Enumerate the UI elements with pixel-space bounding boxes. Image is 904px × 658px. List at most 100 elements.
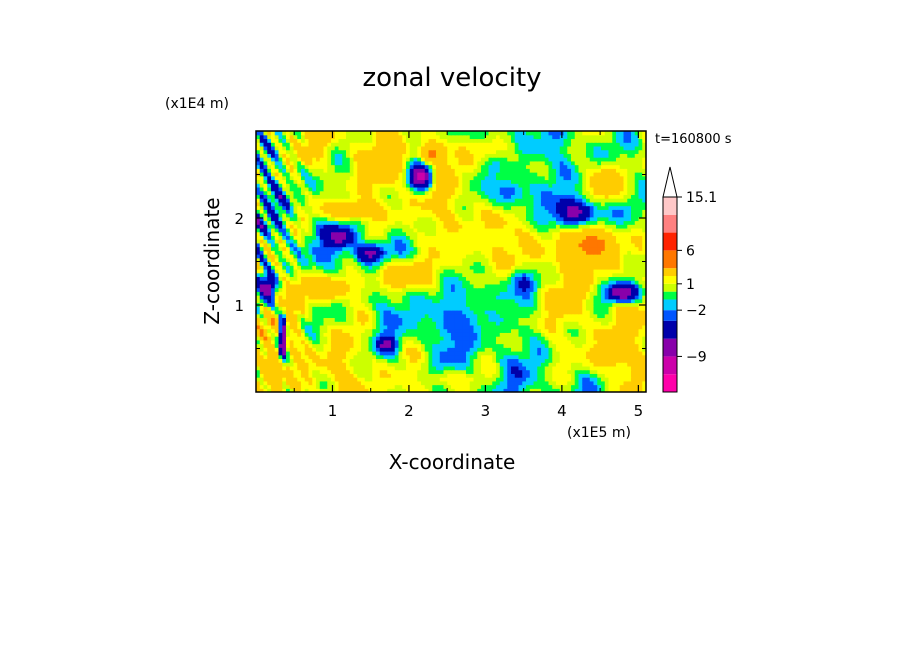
heatmap-cell (338, 216, 343, 222)
heatmap-cell (353, 362, 358, 367)
heatmap-cell (368, 224, 373, 229)
heatmap-cell (338, 254, 343, 259)
heatmap-cell (364, 213, 370, 218)
heatmap-cell (413, 339, 418, 345)
heatmap-cell (342, 235, 347, 240)
heatmap-cell (563, 227, 568, 233)
heatmap-cell (274, 347, 280, 352)
heatmap-cell (271, 287, 276, 292)
heatmap-cell (387, 302, 392, 307)
heatmap-cell (428, 268, 433, 274)
heatmap-cell (601, 268, 606, 274)
heatmap-cell (379, 377, 385, 382)
heatmap-cell (428, 254, 433, 259)
heatmap-cell (293, 239, 298, 244)
heatmap-cell (286, 388, 291, 392)
heatmap-cell (526, 332, 531, 337)
heatmap-cell (604, 261, 610, 266)
heatmap-cell (304, 354, 310, 360)
heatmap-cell (316, 336, 321, 341)
heatmap-cell (541, 261, 546, 266)
heatmap-cell (439, 283, 445, 289)
heatmap-cell (593, 343, 598, 348)
heatmap-cell (634, 227, 640, 233)
heatmap-cell (469, 250, 475, 255)
heatmap-cell (601, 332, 606, 337)
heatmap-cell (259, 350, 265, 356)
heatmap-cell (631, 220, 636, 225)
heatmap-cell (548, 224, 553, 229)
heatmap-cell (593, 272, 598, 278)
heatmap-cell (301, 358, 306, 363)
heatmap-cell (331, 302, 336, 307)
heatmap-cell (376, 306, 381, 311)
heatmap-cell (481, 302, 486, 307)
heatmap-cell (627, 291, 632, 296)
heatmap-cell (586, 380, 591, 386)
heatmap-cell (331, 328, 336, 333)
heatmap-cell (616, 339, 621, 345)
heatmap-cell (642, 261, 646, 266)
heatmap-cell (293, 388, 298, 392)
heatmap-cell (327, 306, 332, 311)
heatmap-cell (631, 261, 636, 266)
heatmap-cell (316, 216, 321, 222)
heatmap-cell (391, 280, 396, 285)
heatmap-cell (496, 306, 501, 311)
heatmap-cell (346, 295, 351, 300)
heatmap-cell (259, 268, 265, 274)
heatmap-cell (608, 265, 613, 270)
heatmap-cell (503, 283, 508, 289)
heatmap-cell (274, 272, 280, 278)
heatmap-cell (387, 291, 392, 296)
heatmap-cell (571, 369, 576, 374)
heatmap-cell (466, 287, 471, 292)
heatmap-cell (256, 343, 261, 348)
heatmap-cell (293, 369, 298, 374)
heatmap-cell (492, 380, 497, 386)
heatmap-cell (308, 365, 313, 371)
heatmap-cell (301, 239, 306, 244)
heatmap-cell (263, 373, 268, 378)
heatmap-cell (368, 324, 373, 330)
heatmap-cell (447, 298, 452, 304)
heatmap-cell (413, 235, 418, 240)
heatmap-cell (301, 384, 306, 389)
heatmap-cell (443, 213, 448, 218)
heatmap-cell (267, 242, 272, 248)
heatmap-cell (417, 380, 422, 386)
heatmap-cell (383, 365, 388, 371)
heatmap-cell (552, 362, 557, 367)
heatmap-cell (436, 365, 441, 371)
heatmap-cell (259, 362, 265, 367)
heatmap-cell (529, 213, 535, 218)
heatmap-cell (383, 339, 388, 345)
heatmap-cell (421, 261, 426, 266)
heatmap-cell (451, 298, 456, 304)
heatmap-cell (379, 313, 385, 319)
heatmap-cell (342, 365, 347, 371)
heatmap-cell (642, 268, 646, 274)
heatmap-cell (304, 347, 310, 352)
heatmap-cell (642, 246, 646, 251)
heatmap-cell (642, 242, 646, 248)
heatmap-cell (368, 254, 373, 259)
heatmap-cell (346, 339, 351, 345)
heatmap-cell (507, 254, 512, 259)
heatmap-cell (582, 220, 587, 225)
heatmap-cell (623, 332, 628, 337)
heatmap-field (256, 131, 646, 392)
heatmap-cell (593, 358, 598, 363)
heatmap-cell (406, 365, 411, 371)
heatmap-cell (372, 220, 377, 225)
heatmap-cell (533, 283, 538, 289)
heatmap-cell (454, 384, 460, 389)
heatmap-cell (323, 220, 328, 225)
heatmap-cell (511, 362, 516, 367)
heatmap-cell (586, 309, 591, 315)
heatmap-cell (297, 257, 302, 263)
heatmap-cell (511, 257, 516, 263)
heatmap-cell (372, 216, 377, 222)
heatmap-cell (391, 339, 396, 345)
heatmap-cell (556, 321, 561, 326)
